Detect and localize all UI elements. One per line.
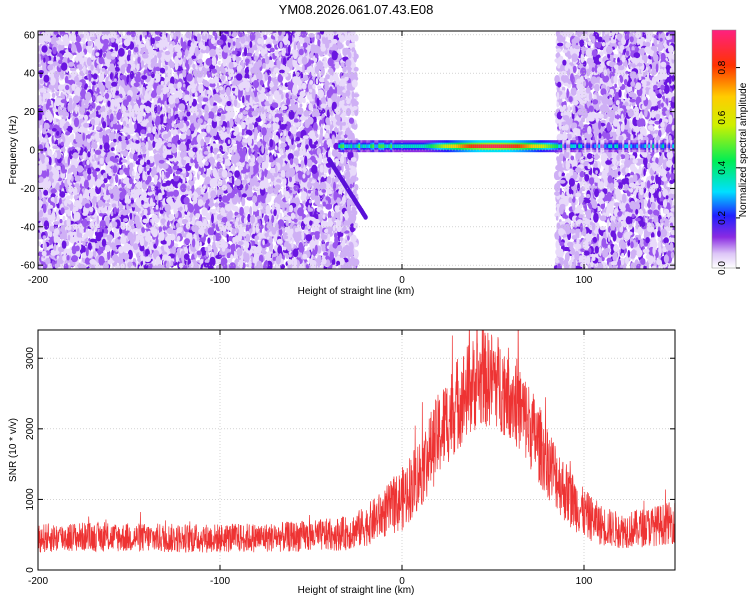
noise-blob	[182, 83, 186, 88]
noise-blob	[123, 35, 127, 40]
noise-blob	[347, 235, 350, 241]
noise-blob	[285, 252, 289, 259]
noise-blob	[306, 66, 311, 74]
noise-blob	[217, 179, 223, 187]
noise-blob	[230, 165, 236, 172]
noise-blob	[192, 170, 196, 175]
noise-blob	[117, 231, 120, 237]
noise-blob	[354, 184, 359, 191]
noise-blob	[232, 227, 236, 235]
noise-blob	[327, 210, 332, 220]
noise-blob	[141, 227, 146, 234]
noise-blob	[323, 173, 327, 178]
noise-blob	[119, 31, 123, 35]
noise-blob	[120, 116, 123, 123]
noise-blob	[299, 103, 303, 108]
spectrogram-heatmap	[38, 31, 675, 269]
noise-blob	[199, 241, 202, 247]
noise-blob	[227, 258, 233, 263]
noise-blob	[283, 130, 287, 137]
noise-blob	[317, 245, 322, 254]
noise-blob	[332, 224, 336, 231]
noise-blob	[199, 259, 204, 264]
noise-blob	[89, 238, 97, 243]
noise-blob	[115, 174, 119, 184]
noise-blob	[268, 31, 274, 34]
noise-blob	[246, 104, 250, 109]
main-title: YM08.2026.061.07.43.E08	[279, 2, 434, 17]
noise-blob	[253, 139, 257, 144]
noise-blob	[353, 249, 359, 259]
noise-blob	[51, 92, 56, 98]
noise-blob	[265, 31, 269, 36]
noise-blob	[351, 112, 355, 116]
noise-blob	[266, 44, 272, 49]
noise-band-left	[38, 31, 360, 269]
noise-blob	[158, 199, 161, 209]
noise-blob	[235, 42, 241, 49]
noise-blob	[320, 266, 324, 269]
noise-blob	[170, 87, 173, 96]
noise-blob	[126, 155, 130, 161]
noise-blob	[296, 41, 301, 50]
